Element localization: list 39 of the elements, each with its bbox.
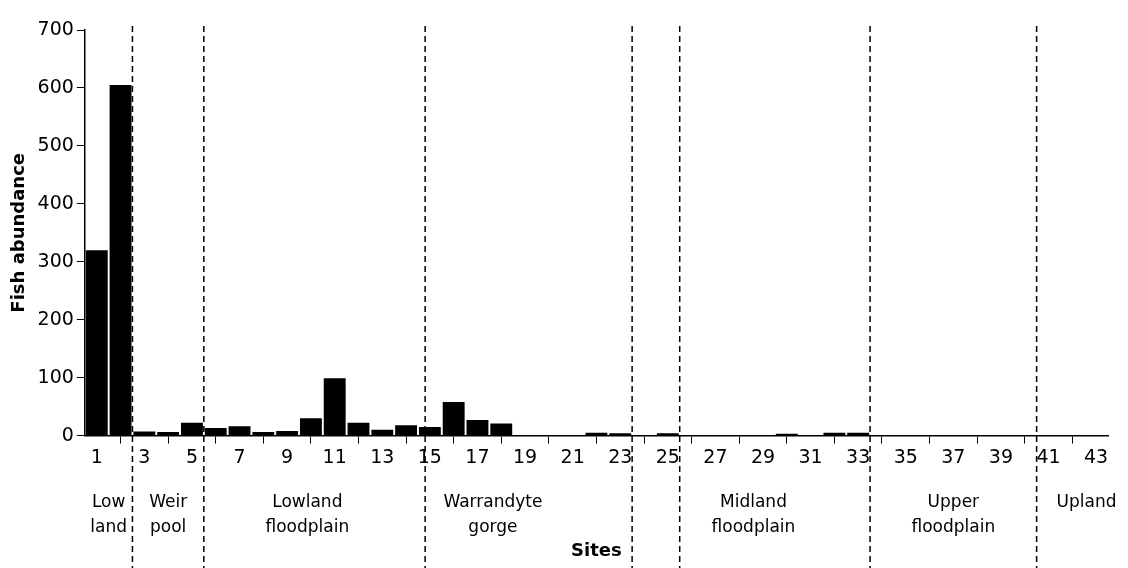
text: Midland floodplain (711, 490, 796, 536)
text: Warrandyte gorge (443, 490, 543, 536)
x-tick-label: 17 (465, 444, 490, 467)
y-tick-label: 0 (61, 422, 74, 445)
x-tick-label: 33 (846, 444, 871, 467)
y-tick-label: 700 (37, 16, 74, 39)
y-tick-label: 100 (37, 364, 74, 387)
x-tick-label: 19 (512, 444, 538, 467)
x-tick-label: 41 (1036, 444, 1061, 467)
x-tick-label: 23 (608, 444, 633, 467)
x-tick-label: 3 (138, 444, 151, 467)
x-tick-label: 43 (1084, 444, 1109, 467)
text: Weir pool (149, 490, 188, 536)
y-tick-label: 500 (37, 132, 74, 155)
x-tick-label: 9 (281, 444, 294, 467)
x-tick-label: 21 (560, 444, 585, 467)
x-axis-title: Sites (571, 538, 622, 560)
y-tick-label: 400 (37, 190, 74, 213)
x-tick-label: 39 (988, 444, 1014, 467)
x-tick-label: 35 (893, 444, 918, 467)
x-tick-label: 11 (322, 444, 347, 467)
y-tick-label: 200 (37, 306, 74, 329)
x-tick-label: 13 (370, 444, 395, 467)
x-tick-label: 15 (417, 444, 442, 467)
x-tick-label: 25 (655, 444, 680, 467)
x-tick-label: 5 (185, 444, 198, 467)
x-tick-label: 1 (90, 444, 103, 467)
x-tick-label: 29 (750, 444, 776, 467)
y-axis-title: Fish abundance (7, 152, 29, 313)
x-tick-label: 31 (798, 444, 823, 467)
y-tick-label: 300 (37, 248, 74, 271)
x-tick-label: 7 (233, 444, 246, 467)
y-tick-label: 600 (37, 74, 74, 97)
text: Lowland floodplain (265, 490, 350, 536)
text: Upper floodplain (911, 490, 996, 536)
text: Upland (1056, 490, 1117, 511)
text: Low land (90, 490, 128, 536)
x-tick-label: 37 (941, 444, 966, 467)
x-tick-label: 27 (703, 444, 728, 467)
